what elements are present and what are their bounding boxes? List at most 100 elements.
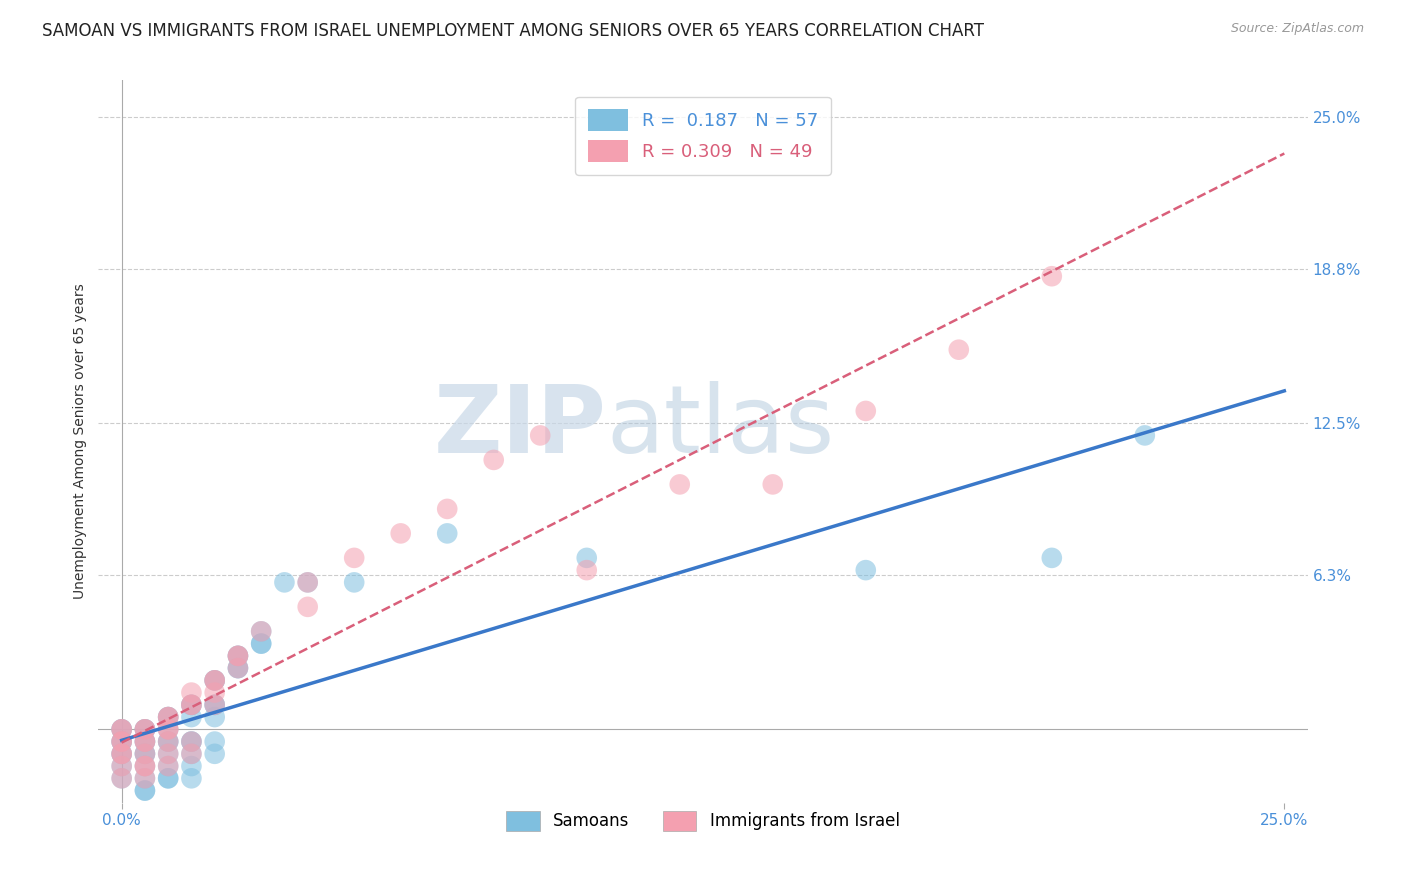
Point [855,404,877,418]
Point [134,723,156,737]
Point [134,734,156,748]
Point [111,747,134,761]
Point [111,747,134,761]
Point [204,710,226,724]
Point [343,550,366,565]
Point [157,772,180,786]
Point [180,759,202,773]
Point [157,723,180,737]
Point [111,734,134,748]
Point [111,723,134,737]
Point [134,759,156,773]
Point [111,747,134,761]
Point [204,673,226,688]
Point [180,698,202,712]
Point [157,710,180,724]
Point [226,661,249,675]
Point [180,698,202,712]
Point [250,624,273,639]
Point [134,772,156,786]
Point [157,723,180,737]
Point [180,747,202,761]
Point [134,759,156,773]
Point [226,648,249,663]
Point [226,661,249,675]
Point [180,772,202,786]
Point [1133,428,1156,442]
Point [111,772,134,786]
Point [297,575,319,590]
Point [575,563,598,577]
Point [157,772,180,786]
Point [111,759,134,773]
Point [226,648,249,663]
Point [180,710,202,724]
Point [204,698,226,712]
Point [157,759,180,773]
Point [436,502,458,516]
Text: Source: ZipAtlas.com: Source: ZipAtlas.com [1230,22,1364,36]
Point [157,747,180,761]
Point [180,698,202,712]
Point [297,599,319,614]
Point [157,710,180,724]
Point [157,734,180,748]
Point [762,477,785,491]
Point [134,759,156,773]
Point [134,783,156,797]
Point [226,661,249,675]
Point [111,734,134,748]
Text: SAMOAN VS IMMIGRANTS FROM ISRAEL UNEMPLOYMENT AMONG SENIORS OVER 65 YEARS CORREL: SAMOAN VS IMMIGRANTS FROM ISRAEL UNEMPLO… [42,22,984,40]
Point [157,710,180,724]
Point [157,734,180,748]
Point [111,734,134,748]
Point [529,428,551,442]
Point [1040,550,1063,565]
Point [204,734,226,748]
Legend: Samoans, Immigrants from Israel: Samoans, Immigrants from Israel [499,805,907,838]
Point [204,673,226,688]
Point [134,734,156,748]
Point [948,343,970,357]
Point [134,734,156,748]
Point [157,747,180,761]
Point [204,685,226,699]
Point [250,637,273,651]
Point [111,772,134,786]
Point [134,734,156,748]
Point [482,453,505,467]
Point [180,734,202,748]
Point [250,637,273,651]
Point [204,673,226,688]
Point [134,747,156,761]
Point [668,477,690,491]
Point [180,685,202,699]
Point [226,648,249,663]
Point [134,747,156,761]
Point [180,734,202,748]
Point [343,575,366,590]
Point [204,698,226,712]
Point [250,624,273,639]
Point [855,563,877,577]
Point [134,723,156,737]
Y-axis label: Unemployment Among Seniors over 65 years: Unemployment Among Seniors over 65 years [73,284,87,599]
Point [157,734,180,748]
Point [575,550,598,565]
Point [180,747,202,761]
Point [111,759,134,773]
Point [1040,269,1063,284]
Point [134,772,156,786]
Point [436,526,458,541]
Point [111,723,134,737]
Point [134,783,156,797]
Text: ZIP: ZIP [433,381,606,473]
Point [204,673,226,688]
Point [204,747,226,761]
Point [157,723,180,737]
Point [180,698,202,712]
Point [297,575,319,590]
Point [157,710,180,724]
Point [111,734,134,748]
Point [134,723,156,737]
